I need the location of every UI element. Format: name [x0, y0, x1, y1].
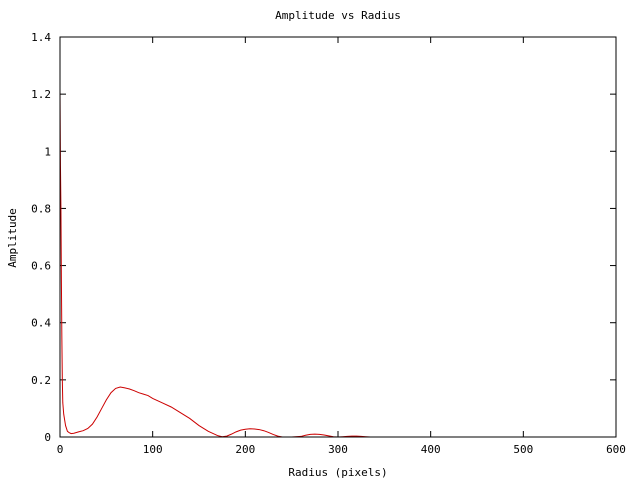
plot-series [59, 88, 616, 438]
y-axis-label: Amplitude [6, 208, 19, 268]
axis-ticks: 0 100 200 300 400 500 600 0 0.2 0.4 0.6 0.8 1 1.2 1.4 [31, 31, 626, 456]
y-tick-label: 1.2 [31, 88, 51, 101]
x-axis-label: Radius (pixels) [288, 466, 387, 479]
y-tick-label: 0.6 [31, 260, 51, 273]
amplitude-series-line [59, 88, 616, 438]
x-tick-label: 500 [513, 443, 533, 456]
x-tick-label: 100 [143, 443, 163, 456]
y-tick-label: 0 [44, 431, 51, 444]
chart-title: Amplitude vs Radius [275, 9, 401, 22]
x-tick-label: 0 [57, 443, 64, 456]
y-tick-label: 0.4 [31, 317, 51, 330]
x-tick-label: 600 [606, 443, 626, 456]
y-tick-label: 0.2 [31, 374, 51, 387]
y-tick-label: 1.4 [31, 31, 51, 44]
y-tick-label: 1 [44, 145, 51, 158]
plot-frame [59, 36, 617, 438]
y-tick-label: 0.8 [31, 202, 51, 215]
x-tick-label: 300 [328, 443, 348, 456]
x-tick-label: 200 [235, 443, 255, 456]
x-tick-label: 400 [421, 443, 441, 456]
